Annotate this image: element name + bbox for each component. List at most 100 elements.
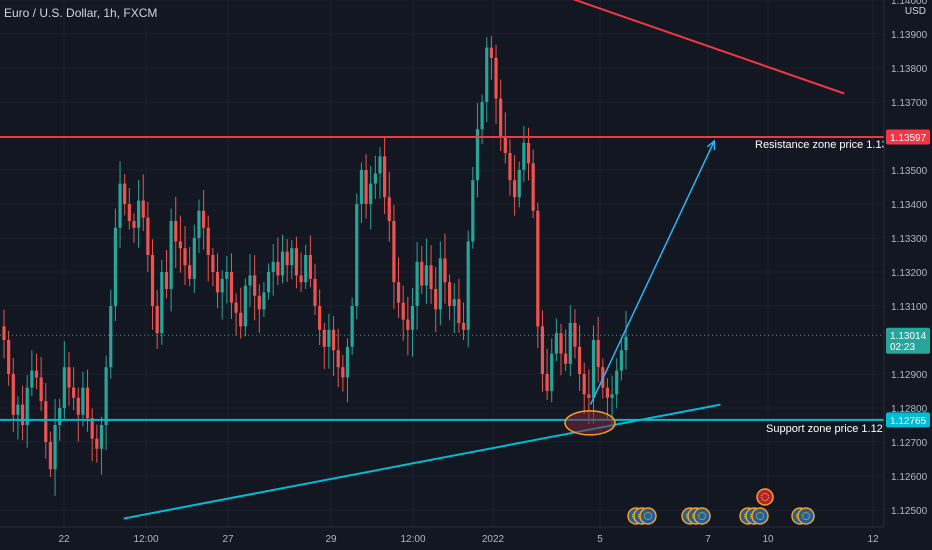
eu-flag-icon-stars xyxy=(698,512,706,520)
candle-body xyxy=(359,170,364,204)
candle-body xyxy=(44,401,48,442)
resistance-annotation[interactable]: Resistance zone price 1.13597 xyxy=(755,139,906,151)
event-markers[interactable] xyxy=(627,488,815,525)
eu-flag-icon-stars xyxy=(802,512,810,520)
candle-body xyxy=(438,258,442,310)
candle-body xyxy=(322,329,326,347)
eu-flag-icon-stars xyxy=(756,512,764,520)
candle-body xyxy=(239,312,243,327)
candle-body xyxy=(401,302,405,320)
support-touch-ellipse[interactable] xyxy=(564,410,616,436)
candle-body xyxy=(596,340,600,368)
candle-body xyxy=(132,221,136,228)
candle-body xyxy=(85,387,90,419)
grid xyxy=(0,0,884,527)
candle-body xyxy=(90,418,94,439)
price-tick-label: 1.13900 xyxy=(891,30,928,41)
time-axis[interactable]: 22 12:00 27 29 12:00 2022 5 7 10 12 xyxy=(0,526,884,545)
candle-body xyxy=(512,180,517,198)
candle-body xyxy=(58,408,62,425)
eu-flag-icon[interactable] xyxy=(693,507,711,525)
candle-body xyxy=(494,57,498,99)
eu-flag-icon-stars xyxy=(644,512,652,520)
candle-body xyxy=(76,397,80,415)
candle-body xyxy=(406,319,410,330)
projection-arrow-line[interactable] xyxy=(589,140,715,405)
candle-body xyxy=(257,295,261,310)
candle-body xyxy=(619,350,623,371)
resistance-price-tag-bg xyxy=(886,129,930,145)
candle-body xyxy=(95,438,99,449)
price-tick-label: 1.12500 xyxy=(891,506,928,517)
candle-body xyxy=(62,367,66,408)
candle-body xyxy=(141,200,145,218)
level-lines: Resistance zone price 1.13597 Support zon… xyxy=(0,0,906,520)
price-tick-label: 1.12800 xyxy=(891,404,928,415)
candle-body xyxy=(499,98,503,136)
candle-body xyxy=(294,248,299,276)
candle-body xyxy=(508,153,512,181)
price-tick-label: 1.13100 xyxy=(891,302,928,313)
candle-body xyxy=(610,394,614,398)
price-axis-panel xyxy=(884,0,932,550)
candle-body xyxy=(290,248,294,266)
candle-body xyxy=(434,289,438,310)
last-price-tag-bg xyxy=(886,327,930,354)
candle-body xyxy=(206,227,210,255)
resistance-price-tag: 1.13597 xyxy=(890,133,927,144)
price-tick-label: 1.13300 xyxy=(891,234,928,245)
candle-body xyxy=(331,329,336,351)
candle-body xyxy=(271,261,275,272)
candle-body xyxy=(123,183,127,204)
candle-body xyxy=(160,272,164,334)
symbol-title[interactable]: Euro / U.S. Dollar, 1h, FXCM xyxy=(4,6,158,20)
candle-body xyxy=(466,241,470,330)
candle-body xyxy=(503,136,507,153)
candle-body xyxy=(2,326,6,340)
candle-body xyxy=(341,367,345,378)
candle-body xyxy=(25,387,29,425)
price-axis[interactable]: 1.14000 1.13900 1.13800 1.13700 1.13500 1.134… xyxy=(883,0,932,550)
candle-body xyxy=(392,221,396,283)
candle-body xyxy=(155,306,159,334)
candle-body xyxy=(410,306,415,330)
candle-body xyxy=(550,353,554,391)
candle-body xyxy=(146,217,150,255)
candle-body xyxy=(308,255,312,279)
candle-body xyxy=(457,299,461,323)
candle-body xyxy=(174,221,178,242)
support-annotation[interactable]: Support zone price 1.12765 xyxy=(766,423,901,435)
price-tick-label: 1.14000 xyxy=(891,0,928,7)
time-tick-label: 12 xyxy=(867,534,879,545)
candle-body xyxy=(248,275,252,286)
projection-arrow-head[interactable] xyxy=(706,139,716,151)
price-tick-label: 1.12900 xyxy=(891,370,928,381)
candle-body xyxy=(280,251,285,276)
candle-body xyxy=(615,370,619,395)
candle-body xyxy=(11,374,15,415)
eu-flag-icon[interactable] xyxy=(639,507,657,525)
candle-body xyxy=(396,282,401,303)
currency-label[interactable]: USD xyxy=(904,6,926,17)
candle-body xyxy=(109,306,113,368)
candle-body xyxy=(387,197,391,221)
candle-body xyxy=(67,367,71,388)
candle-body xyxy=(201,210,206,228)
candle-body xyxy=(211,255,215,272)
support-price-tag: 1.12765 xyxy=(890,416,927,427)
candle-body xyxy=(383,156,387,198)
eu-flag-icon[interactable] xyxy=(751,507,769,525)
candle-body xyxy=(81,387,85,415)
price-tick-label: 1.13800 xyxy=(891,64,928,75)
candle-body xyxy=(164,272,169,289)
eu-flag-icon[interactable] xyxy=(797,507,815,525)
ascending-support-trendline[interactable] xyxy=(123,403,721,520)
candle-body xyxy=(355,204,359,306)
time-tick-label: 5 xyxy=(597,534,603,545)
candle-body xyxy=(34,370,39,378)
descending-resistance-trendline[interactable] xyxy=(566,0,845,95)
us-flag-icon[interactable] xyxy=(756,488,774,506)
candle-body xyxy=(234,302,238,313)
candle-body xyxy=(7,340,11,374)
